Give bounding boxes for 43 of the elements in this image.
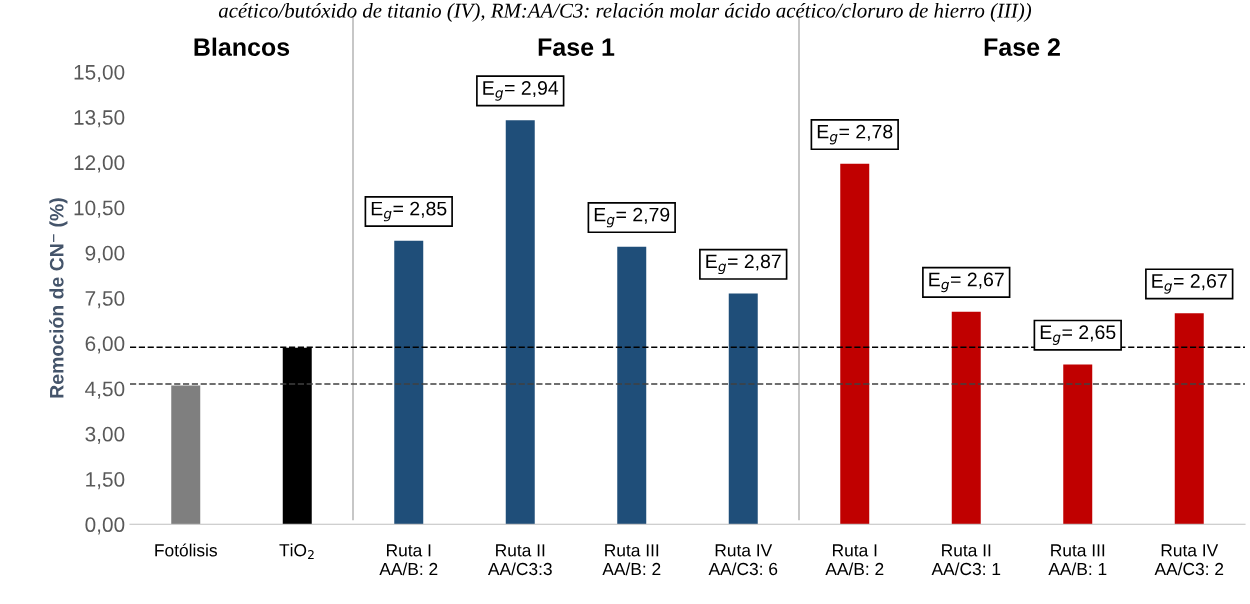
bar [617, 246, 647, 525]
text: acético/butóxido de titanio (IV), RM:AA/C3: relación molar ácido acético/cloruro de hierro (III)) [218, 3, 1032, 22]
annotation: E$_{g}$= 2,87 [706, 254, 781, 275]
annotation: E$_{g}$= 2,94 [483, 81, 559, 101]
bar [1174, 313, 1204, 525]
x-tick-label: Ruta III AA/B: 2 [602, 544, 661, 576]
bar [171, 385, 201, 525]
bar [505, 120, 535, 525]
y-tick-label: 15,00 [74, 64, 125, 83]
x-tick-label: Ruta IV AA/C3: 2 [1154, 544, 1224, 576]
y-tick-label: 7,50 [85, 291, 125, 309]
y-tick-label: 0,00 [85, 517, 125, 535]
y-axis-title: Remoción de CN⁻ (%) [49, 198, 68, 398]
bar [951, 311, 981, 525]
x-tick-label: Ruta II AA/C3: 1 [931, 544, 1001, 576]
bar [728, 293, 758, 525]
annotation: E$_{g}$= 2,85 [371, 201, 447, 222]
y-tick-label: 1,50 [86, 472, 125, 490]
bar [1063, 364, 1093, 525]
y-tick-label: 9,00 [85, 245, 125, 264]
annotation: E$_{g}$= 2,78 [817, 124, 893, 145]
bar [840, 163, 870, 525]
x-tick-label: Fotólisis [155, 543, 217, 557]
annotation: E$_{g}$= 2,67 [1152, 274, 1227, 294]
y-tick-label: 4,50 [85, 381, 125, 399]
x-tick-label: Ruta I AA/B: 2 [825, 544, 884, 576]
y-tick-label: 12,00 [74, 155, 125, 173]
annotation: E$_{g}$= 2,65 [1040, 325, 1116, 345]
x-tick-label: Ruta III AA/B: 1 [1048, 544, 1107, 576]
y-tick-label: 13,50 [74, 110, 125, 128]
annotation: E$_{g}$= 2,79 [594, 207, 670, 228]
text: Blancos [194, 37, 290, 56]
x-tick-label: TiO$_{2}$ [279, 543, 314, 560]
y-tick-label: 3,00 [85, 426, 125, 445]
x-tick-label: Ruta IV AA/C3: 6 [708, 544, 778, 576]
y-tick-label: 6,00 [85, 336, 125, 354]
x-tick-label: Ruta II AA/C3:3 [487, 544, 552, 576]
bar [394, 240, 424, 525]
annotation: E$_{g}$= 2,67 [929, 272, 1004, 293]
x-tick-label: Ruta I AA/B: 2 [379, 544, 438, 576]
text: Fase 2 [984, 38, 1060, 56]
y-tick-label: 10,50 [74, 200, 125, 218]
text: Fase 1 [538, 38, 615, 56]
